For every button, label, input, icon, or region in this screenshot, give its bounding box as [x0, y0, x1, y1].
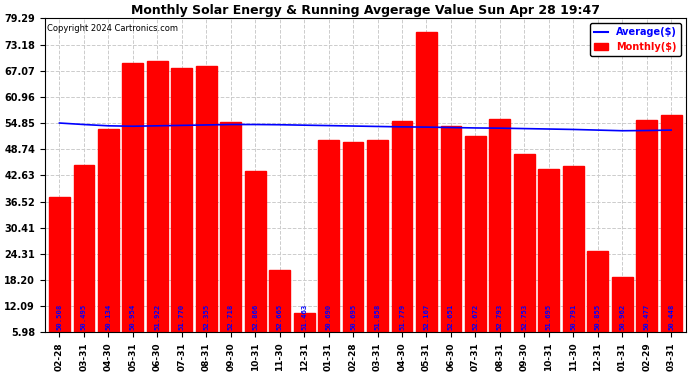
Bar [465, 136, 486, 358]
Bar [196, 66, 217, 358]
Text: 52.718: 52.718 [228, 304, 234, 330]
Bar [514, 154, 535, 358]
Bar [416, 32, 437, 358]
Text: 52.665: 52.665 [277, 304, 283, 330]
Text: 52.866: 52.866 [252, 304, 258, 330]
Text: 52.793: 52.793 [497, 304, 503, 330]
Text: 50.954: 50.954 [130, 304, 136, 330]
Bar [587, 251, 608, 358]
Bar [563, 165, 584, 358]
Text: 51.463: 51.463 [301, 304, 307, 330]
Text: 50.495: 50.495 [81, 304, 87, 330]
Text: 51.770: 51.770 [179, 304, 185, 330]
Text: 50.508: 50.508 [57, 304, 62, 330]
Text: 52.167: 52.167 [424, 304, 429, 330]
Bar [318, 140, 339, 358]
Text: 50.695: 50.695 [350, 304, 356, 330]
Bar [74, 165, 95, 358]
Bar [98, 129, 119, 358]
Legend: Average($), Monthly($): Average($), Monthly($) [590, 23, 681, 56]
Text: 50.134: 50.134 [106, 304, 111, 330]
Text: 50.962: 50.962 [619, 304, 625, 330]
Bar [269, 270, 290, 358]
Bar [171, 68, 193, 358]
Bar [343, 142, 364, 358]
Text: 51.695: 51.695 [546, 304, 552, 330]
Bar [122, 63, 144, 358]
Text: 50.448: 50.448 [668, 304, 674, 330]
Bar [392, 121, 413, 358]
Bar [147, 62, 168, 358]
Text: 52.672: 52.672 [473, 304, 478, 330]
Bar [612, 277, 633, 358]
Text: 50.791: 50.791 [570, 304, 576, 330]
Bar [294, 314, 315, 358]
Text: 51.922: 51.922 [155, 304, 160, 330]
Text: 51.858: 51.858 [375, 304, 380, 330]
Text: 52.651: 52.651 [448, 304, 454, 330]
Text: 50.690: 50.690 [326, 304, 332, 330]
Bar [245, 171, 266, 358]
Bar [49, 197, 70, 358]
Bar [220, 122, 241, 358]
Text: 52.355: 52.355 [204, 304, 209, 330]
Bar [661, 116, 682, 358]
Bar [489, 119, 511, 358]
Title: Monthly Solar Energy & Running Avgerage Value Sun Apr 28 19:47: Monthly Solar Energy & Running Avgerage … [131, 4, 600, 17]
Bar [440, 126, 462, 358]
Bar [538, 169, 559, 358]
Text: Copyright 2024 Cartronics.com: Copyright 2024 Cartronics.com [47, 24, 178, 33]
Text: 50.477: 50.477 [644, 304, 650, 330]
Text: 50.855: 50.855 [595, 304, 601, 330]
Text: 51.779: 51.779 [399, 304, 405, 330]
Bar [636, 120, 657, 358]
Bar [367, 140, 388, 358]
Text: 52.753: 52.753 [522, 304, 527, 330]
